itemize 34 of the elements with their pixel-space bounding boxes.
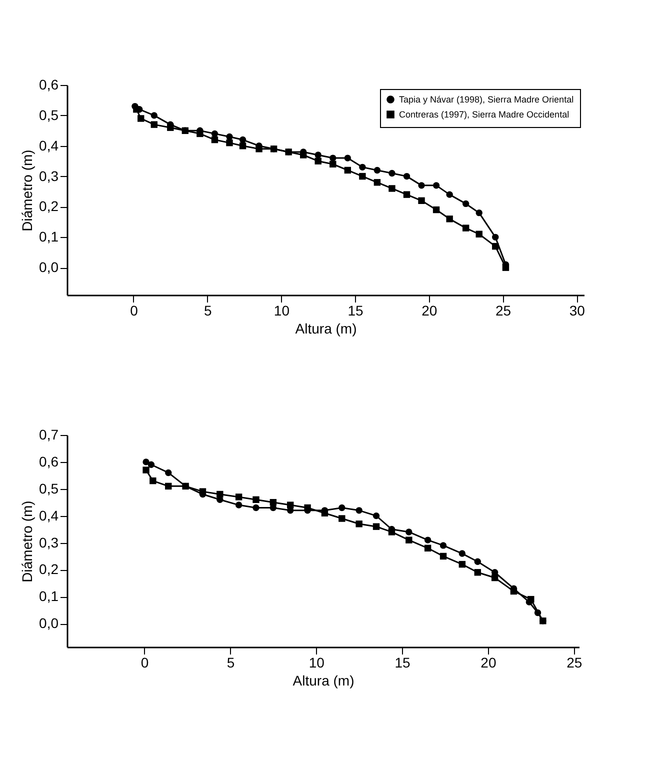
y-tick-label: 0,1 xyxy=(39,588,59,604)
y-tick-label: 0,7 xyxy=(39,426,59,442)
x-tick-label: 10 xyxy=(308,654,325,670)
x-tick-label: 10 xyxy=(274,302,290,318)
x-tick-label: 5 xyxy=(226,654,235,670)
legend-label: Tapia y Návar (1998), Sierra Madre Oriental xyxy=(399,94,574,104)
x-tick-label: 20 xyxy=(480,654,496,670)
x-tick-label: 25 xyxy=(566,654,582,670)
y-tick-label: 0,6 xyxy=(39,453,59,470)
y-tick-label: 0,1 xyxy=(39,228,59,245)
x-tick-label: 30 xyxy=(569,302,586,318)
y-tick-label: 0,4 xyxy=(39,137,59,154)
y-tick-label: 0,0 xyxy=(39,259,59,276)
x-axis-title: Altura (m) xyxy=(295,320,357,336)
legend-label: Contreras (1997), Sierra Madre Occidental xyxy=(399,110,570,120)
y-tick-label: 0,0 xyxy=(39,615,59,632)
x-tick-label: 15 xyxy=(348,302,364,318)
y-tick-label: 0,6 xyxy=(39,76,59,92)
y-tick-label: 0,2 xyxy=(39,198,59,214)
y-tick-label: 0,5 xyxy=(39,480,59,496)
y-tick-label: 0,5 xyxy=(39,106,59,123)
y-axis-title: Diámetro (m) xyxy=(19,150,36,232)
x-tick-label: 25 xyxy=(495,302,512,318)
x-tick-label: 0 xyxy=(130,302,138,318)
x-tick-label: 20 xyxy=(422,302,438,318)
y-axis-title: Diámetro (m) xyxy=(19,500,36,582)
y-tick-label: 0,4 xyxy=(39,507,59,524)
y-tick-label: 0,3 xyxy=(39,534,59,550)
x-tick-label: 15 xyxy=(394,654,411,670)
x-tick-label: 5 xyxy=(204,302,212,318)
y-tick-label: 0,3 xyxy=(39,168,59,184)
x-tick-label: 0 xyxy=(140,654,149,670)
y-tick-label: 0,2 xyxy=(39,561,59,578)
x-axis-title: Altura (m) xyxy=(292,672,354,688)
